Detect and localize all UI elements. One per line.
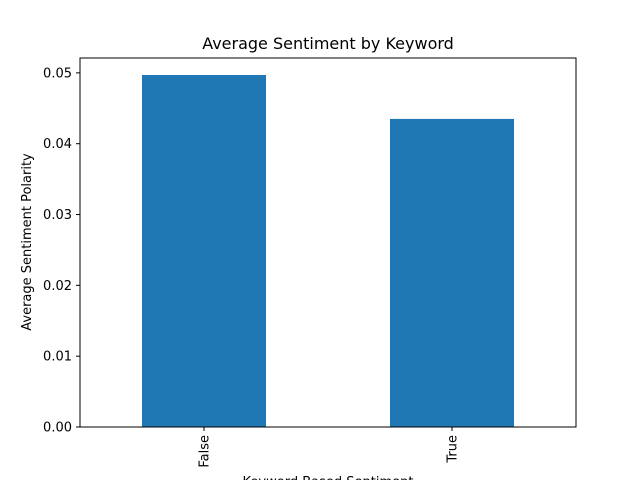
bar (390, 118, 514, 427)
y-tick-label: 0.04 (43, 137, 72, 152)
x-tick-label: True (446, 435, 461, 464)
bar (142, 74, 266, 427)
y-tick-label: 0.00 (43, 421, 72, 436)
plot-frame (79, 57, 577, 428)
chart-title: Average Sentiment by Keyword (202, 34, 454, 53)
y-tick-label: 0.05 (43, 66, 72, 81)
y-tick-label: 0.03 (43, 208, 72, 223)
x-axis-label: Keyword Based Sentiment (243, 475, 414, 480)
y-tick-label: 0.01 (43, 350, 72, 365)
y-axis-label: Average Sentiment Polarity (20, 153, 35, 331)
x-tick-label: False (198, 435, 213, 468)
y-tick-label: 0.02 (43, 279, 72, 294)
